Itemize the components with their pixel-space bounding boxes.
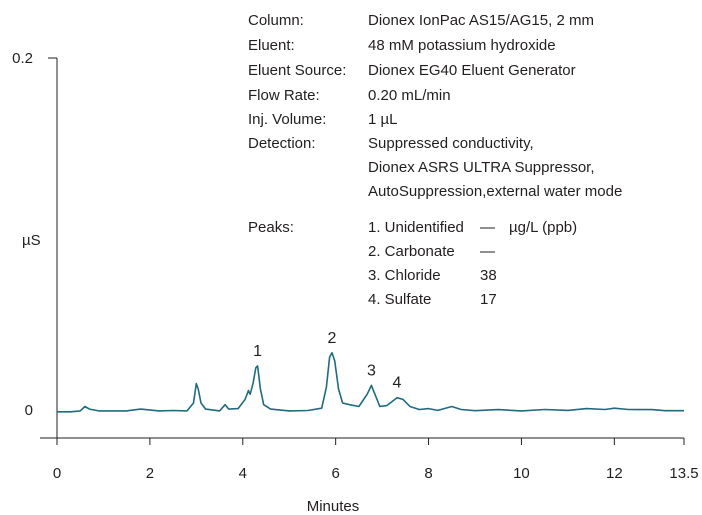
- peak-label-2: 2: [327, 330, 336, 347]
- peak-label-3: 3: [367, 362, 376, 379]
- peak-unit: µg/L (ppb): [509, 219, 577, 236]
- peak-labels: 1 2 34: [253, 330, 401, 392]
- condition-value: Dionex IonPac AS15/AG15, 2 mm: [368, 12, 594, 29]
- chromatogram-trace: [57, 352, 684, 413]
- x-tick-label: 10: [513, 465, 530, 482]
- y-axis-label: µS: [22, 232, 41, 249]
- condition-value: Dionex EG40 Eluent Generator: [368, 62, 576, 79]
- condition-value: AutoSuppression,external water mode: [368, 183, 622, 200]
- peak-name: 2. Carbonate: [368, 243, 455, 260]
- y-tick-label: 0: [25, 402, 33, 419]
- x-tick-label: 8: [424, 465, 432, 482]
- x-tick-label: 12: [606, 465, 623, 482]
- peak-name: 3. Chloride: [368, 267, 441, 284]
- condition-key: Eluent:: [248, 37, 295, 54]
- peak-amount: —: [480, 243, 495, 260]
- condition-value: 0.20 mL/min: [368, 87, 451, 104]
- x-tick-label: 4: [239, 465, 247, 482]
- condition-value: Suppressed conductivity,: [368, 135, 534, 152]
- x-tick-label: 2: [146, 465, 154, 482]
- x-tick-label: 0: [53, 465, 61, 482]
- peaks-heading: Peaks:: [248, 219, 294, 236]
- trace-layer: [57, 352, 684, 413]
- conditions-block: Column: Dionex IonPac AS15/AG15, 2 mm Elue…: [248, 12, 622, 308]
- x-tick-label: 13.5: [669, 465, 698, 482]
- peak-label-4: 4: [393, 375, 402, 392]
- condition-key: Flow Rate:: [248, 87, 320, 104]
- condition-key: Inj. Volume:: [248, 111, 326, 128]
- condition-value: 1 µL: [368, 111, 398, 128]
- condition-key: Detection:: [248, 135, 316, 152]
- condition-key: Eluent Source:: [248, 62, 346, 79]
- peak-label-1: 1: [253, 343, 262, 360]
- peak-name: 4. Sulfate: [368, 291, 431, 308]
- peak-amount: —: [480, 219, 495, 236]
- peak-amount: 38: [480, 267, 497, 284]
- peak-amount: 17: [480, 291, 497, 308]
- peak-name: 1. Unidentified: [368, 219, 464, 236]
- condition-key: Column:: [248, 12, 304, 29]
- condition-value: 48 mM potassium hydroxide: [368, 37, 556, 54]
- x-tick-label: 6: [331, 465, 339, 482]
- x-axis-label: Minutes: [307, 498, 360, 515]
- condition-value: Dionex ASRS ULTRA Suppressor,: [368, 159, 595, 176]
- y-tick-label: 0.2: [12, 50, 33, 67]
